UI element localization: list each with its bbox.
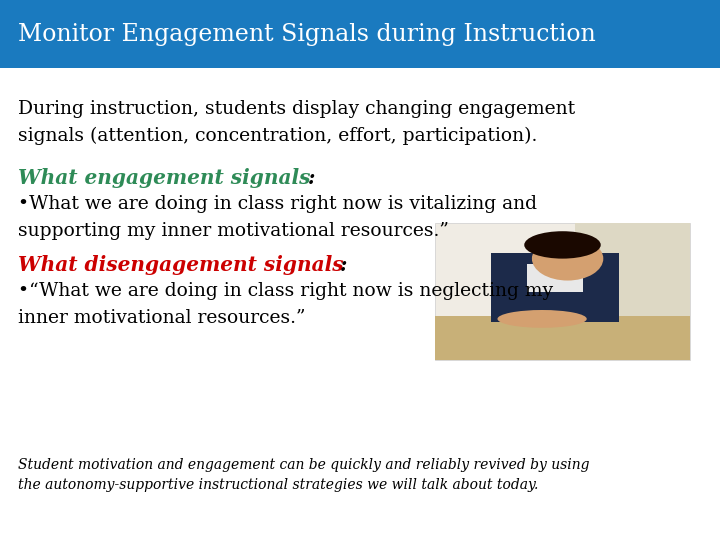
Text: What disengagement signals: What disengagement signals — [18, 255, 343, 275]
Bar — [575, 223, 690, 316]
Text: •“What we are doing in class right now is neglecting my: •“What we are doing in class right now i… — [18, 282, 553, 300]
Bar — [0, 0, 720, 68]
Text: :: : — [308, 168, 315, 188]
Bar — [435, 316, 690, 360]
Text: inner motivational resources.”: inner motivational resources.” — [18, 309, 305, 327]
Bar — [527, 264, 583, 292]
Bar — [435, 223, 690, 360]
Text: •What we are doing in class right now is vitalizing and: •What we are doing in class right now is… — [18, 195, 537, 213]
Ellipse shape — [498, 310, 587, 328]
Ellipse shape — [524, 231, 600, 259]
Text: the autonomy-supportive instructional strategies we will talk about today.: the autonomy-supportive instructional st… — [18, 478, 539, 492]
Text: Monitor Engagement Signals during Instruction: Monitor Engagement Signals during Instru… — [18, 23, 595, 45]
Text: :: : — [340, 255, 347, 275]
Text: During instruction, students display changing engagement: During instruction, students display cha… — [18, 100, 575, 118]
Ellipse shape — [532, 237, 603, 281]
Text: supporting my inner motivational resources.”: supporting my inner motivational resourc… — [18, 222, 449, 240]
Text: signals (attention, concentration, effort, participation).: signals (attention, concentration, effor… — [18, 127, 537, 145]
Bar — [491, 253, 618, 322]
Text: What engagement signals: What engagement signals — [18, 168, 310, 188]
Text: Student motivation and engagement can be quickly and reliably revived by using: Student motivation and engagement can be… — [18, 458, 590, 472]
